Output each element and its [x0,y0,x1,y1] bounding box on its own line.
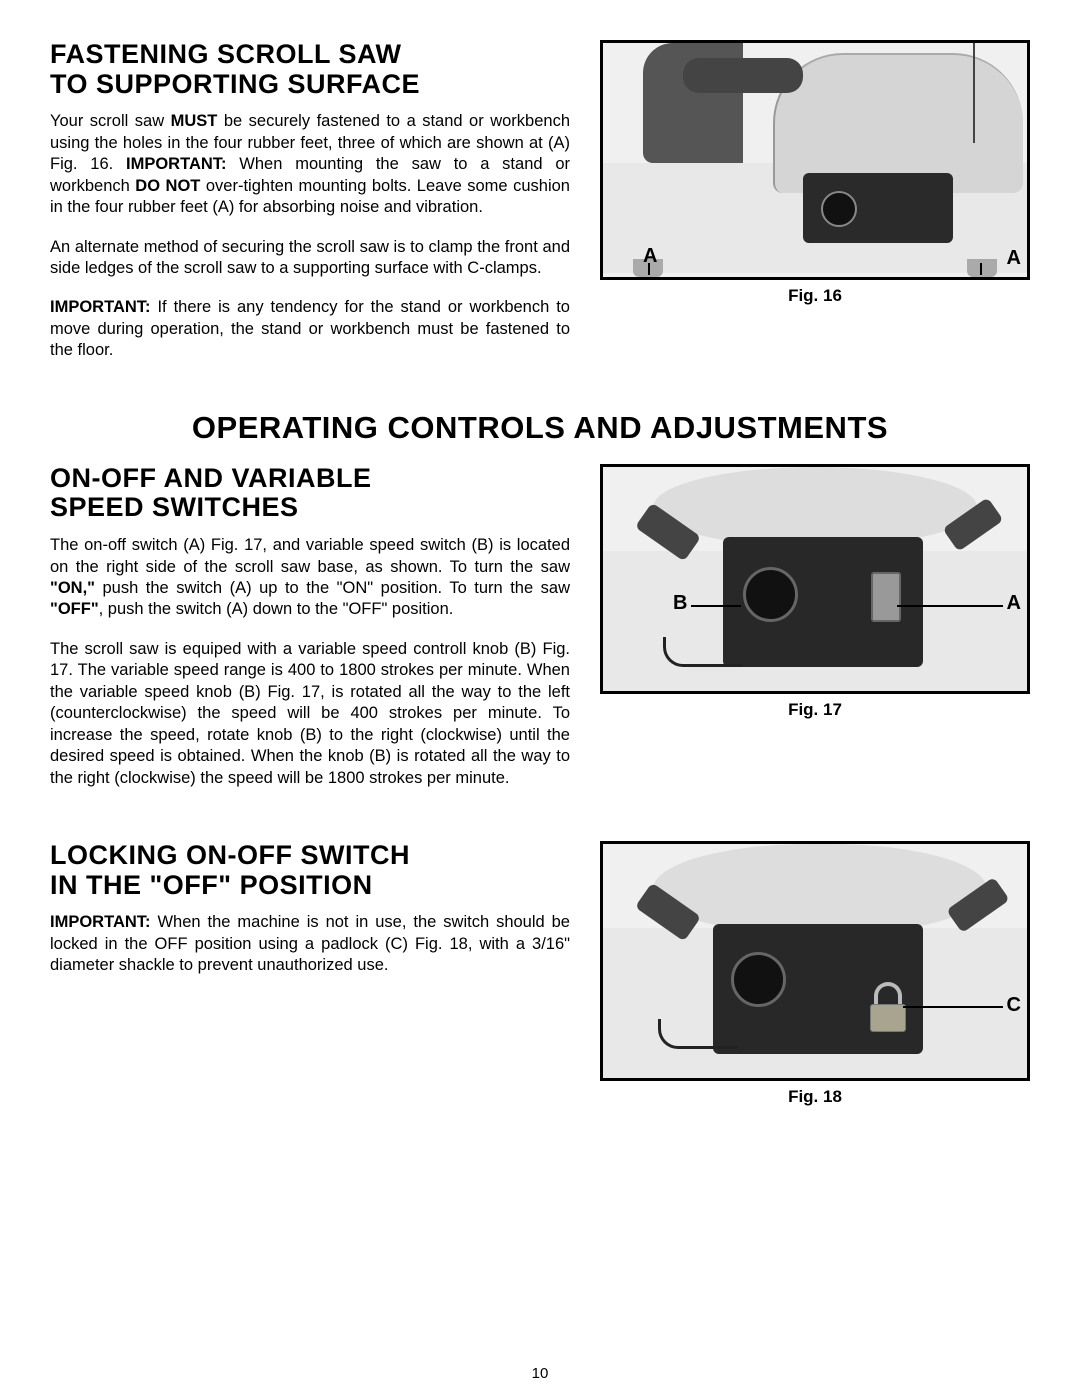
fig17-table [653,467,977,547]
heading-line: ON-OFF AND VARIABLE [50,463,371,493]
fig17-switch [871,572,901,622]
section1-heading: FASTENING SCROLL SAW TO SUPPORTING SURFA… [50,40,570,99]
fig17-caption: Fig. 17 [600,700,1030,720]
text-bold: DO NOT [135,177,200,195]
heading-line: TO SUPPORTING SURFACE [50,69,420,99]
heading-line: SPEED SWITCHES [50,492,299,522]
fig17-label-b: B [673,592,687,615]
fig18-speed-knob [731,952,786,1007]
section-fastening: FASTENING SCROLL SAW TO SUPPORTING SURFA… [50,40,1030,380]
section2-text-col: ON-OFF AND VARIABLE SPEED SWITCHES The o… [50,464,570,807]
fig16-table [773,53,1023,193]
text-run: push the switch (A) up to the "ON" posit… [95,579,570,597]
page-number: 10 [0,1365,1080,1382]
section-locking: LOCKING ON-OFF SWITCH IN THE "OFF" POSIT… [50,841,1030,1107]
text-run: , push the switch (A) down to the "OFF" … [99,600,454,618]
section3-p1: IMPORTANT: When the machine is not in us… [50,912,570,976]
fig16-knob [821,191,857,227]
fig17-lead-b [691,605,741,607]
fig16-caption: Fig. 16 [600,286,1030,306]
section1-p3: IMPORTANT: If there is any tendency for … [50,297,570,361]
text-run: The on-off switch (A) Fig. 17, and varia… [50,536,570,575]
text-bold: IMPORTANT: [126,155,227,173]
figure17-col: B A Fig. 17 [600,464,1030,807]
figure16-col: A A Fig. 16 [600,40,1030,380]
fig18-padlock-body [870,1004,906,1032]
section1-text-col: FASTENING SCROLL SAW TO SUPPORTING SURFA… [50,40,570,380]
fig18-cord [658,1019,738,1049]
section1-p1: Your scroll saw MUST be securely fastene… [50,111,570,218]
text-bold: "OFF" [50,600,99,618]
fig16-label-a-right: A [1007,247,1021,270]
fig16-arm2 [683,58,803,93]
fig18-lead-c [903,1006,1003,1008]
text-bold: IMPORTANT: [50,913,151,931]
figure18-col: C Fig. 18 [600,841,1030,1107]
fig18-padlock [868,984,908,1029]
figure-18: C [600,841,1030,1081]
text-bold: IMPORTANT: [50,298,151,316]
fig17-speed-knob [743,567,798,622]
fig16-blade [973,43,975,143]
text-bold: "ON," [50,579,95,597]
section-on-off: ON-OFF AND VARIABLE SPEED SWITCHES The o… [50,464,1030,807]
section3-heading: LOCKING ON-OFF SWITCH IN THE "OFF" POSIT… [50,841,570,900]
figure-17: B A [600,464,1030,694]
fig17-label-a: A [1007,592,1021,615]
section2-p1: The on-off switch (A) Fig. 17, and varia… [50,535,570,621]
section2-p2: The scroll saw is equiped with a variabl… [50,639,570,789]
fig18-table [653,844,987,934]
main-heading: OPERATING CONTROLS AND ADJUSTMENTS [50,410,1030,446]
fig16-foot-right [967,259,997,277]
fig17-cord [663,637,743,667]
fig18-label-c: C [1007,994,1021,1017]
heading-line: IN THE "OFF" POSITION [50,870,373,900]
figure-16: A A [600,40,1030,280]
fig18-caption: Fig. 18 [600,1087,1030,1107]
text-run: Your scroll saw [50,112,171,130]
fig16-label-a-left: A [643,245,657,268]
section3-text-col: LOCKING ON-OFF SWITCH IN THE "OFF" POSIT… [50,841,570,1107]
section2-heading: ON-OFF AND VARIABLE SPEED SWITCHES [50,464,570,523]
heading-line: FASTENING SCROLL SAW [50,39,402,69]
fig16-lead-a-right [980,263,982,275]
fig17-lead-a [897,605,1003,607]
heading-line: LOCKING ON-OFF SWITCH [50,840,410,870]
section1-p2: An alternate method of securing the scro… [50,237,570,280]
text-bold: MUST [171,112,218,130]
